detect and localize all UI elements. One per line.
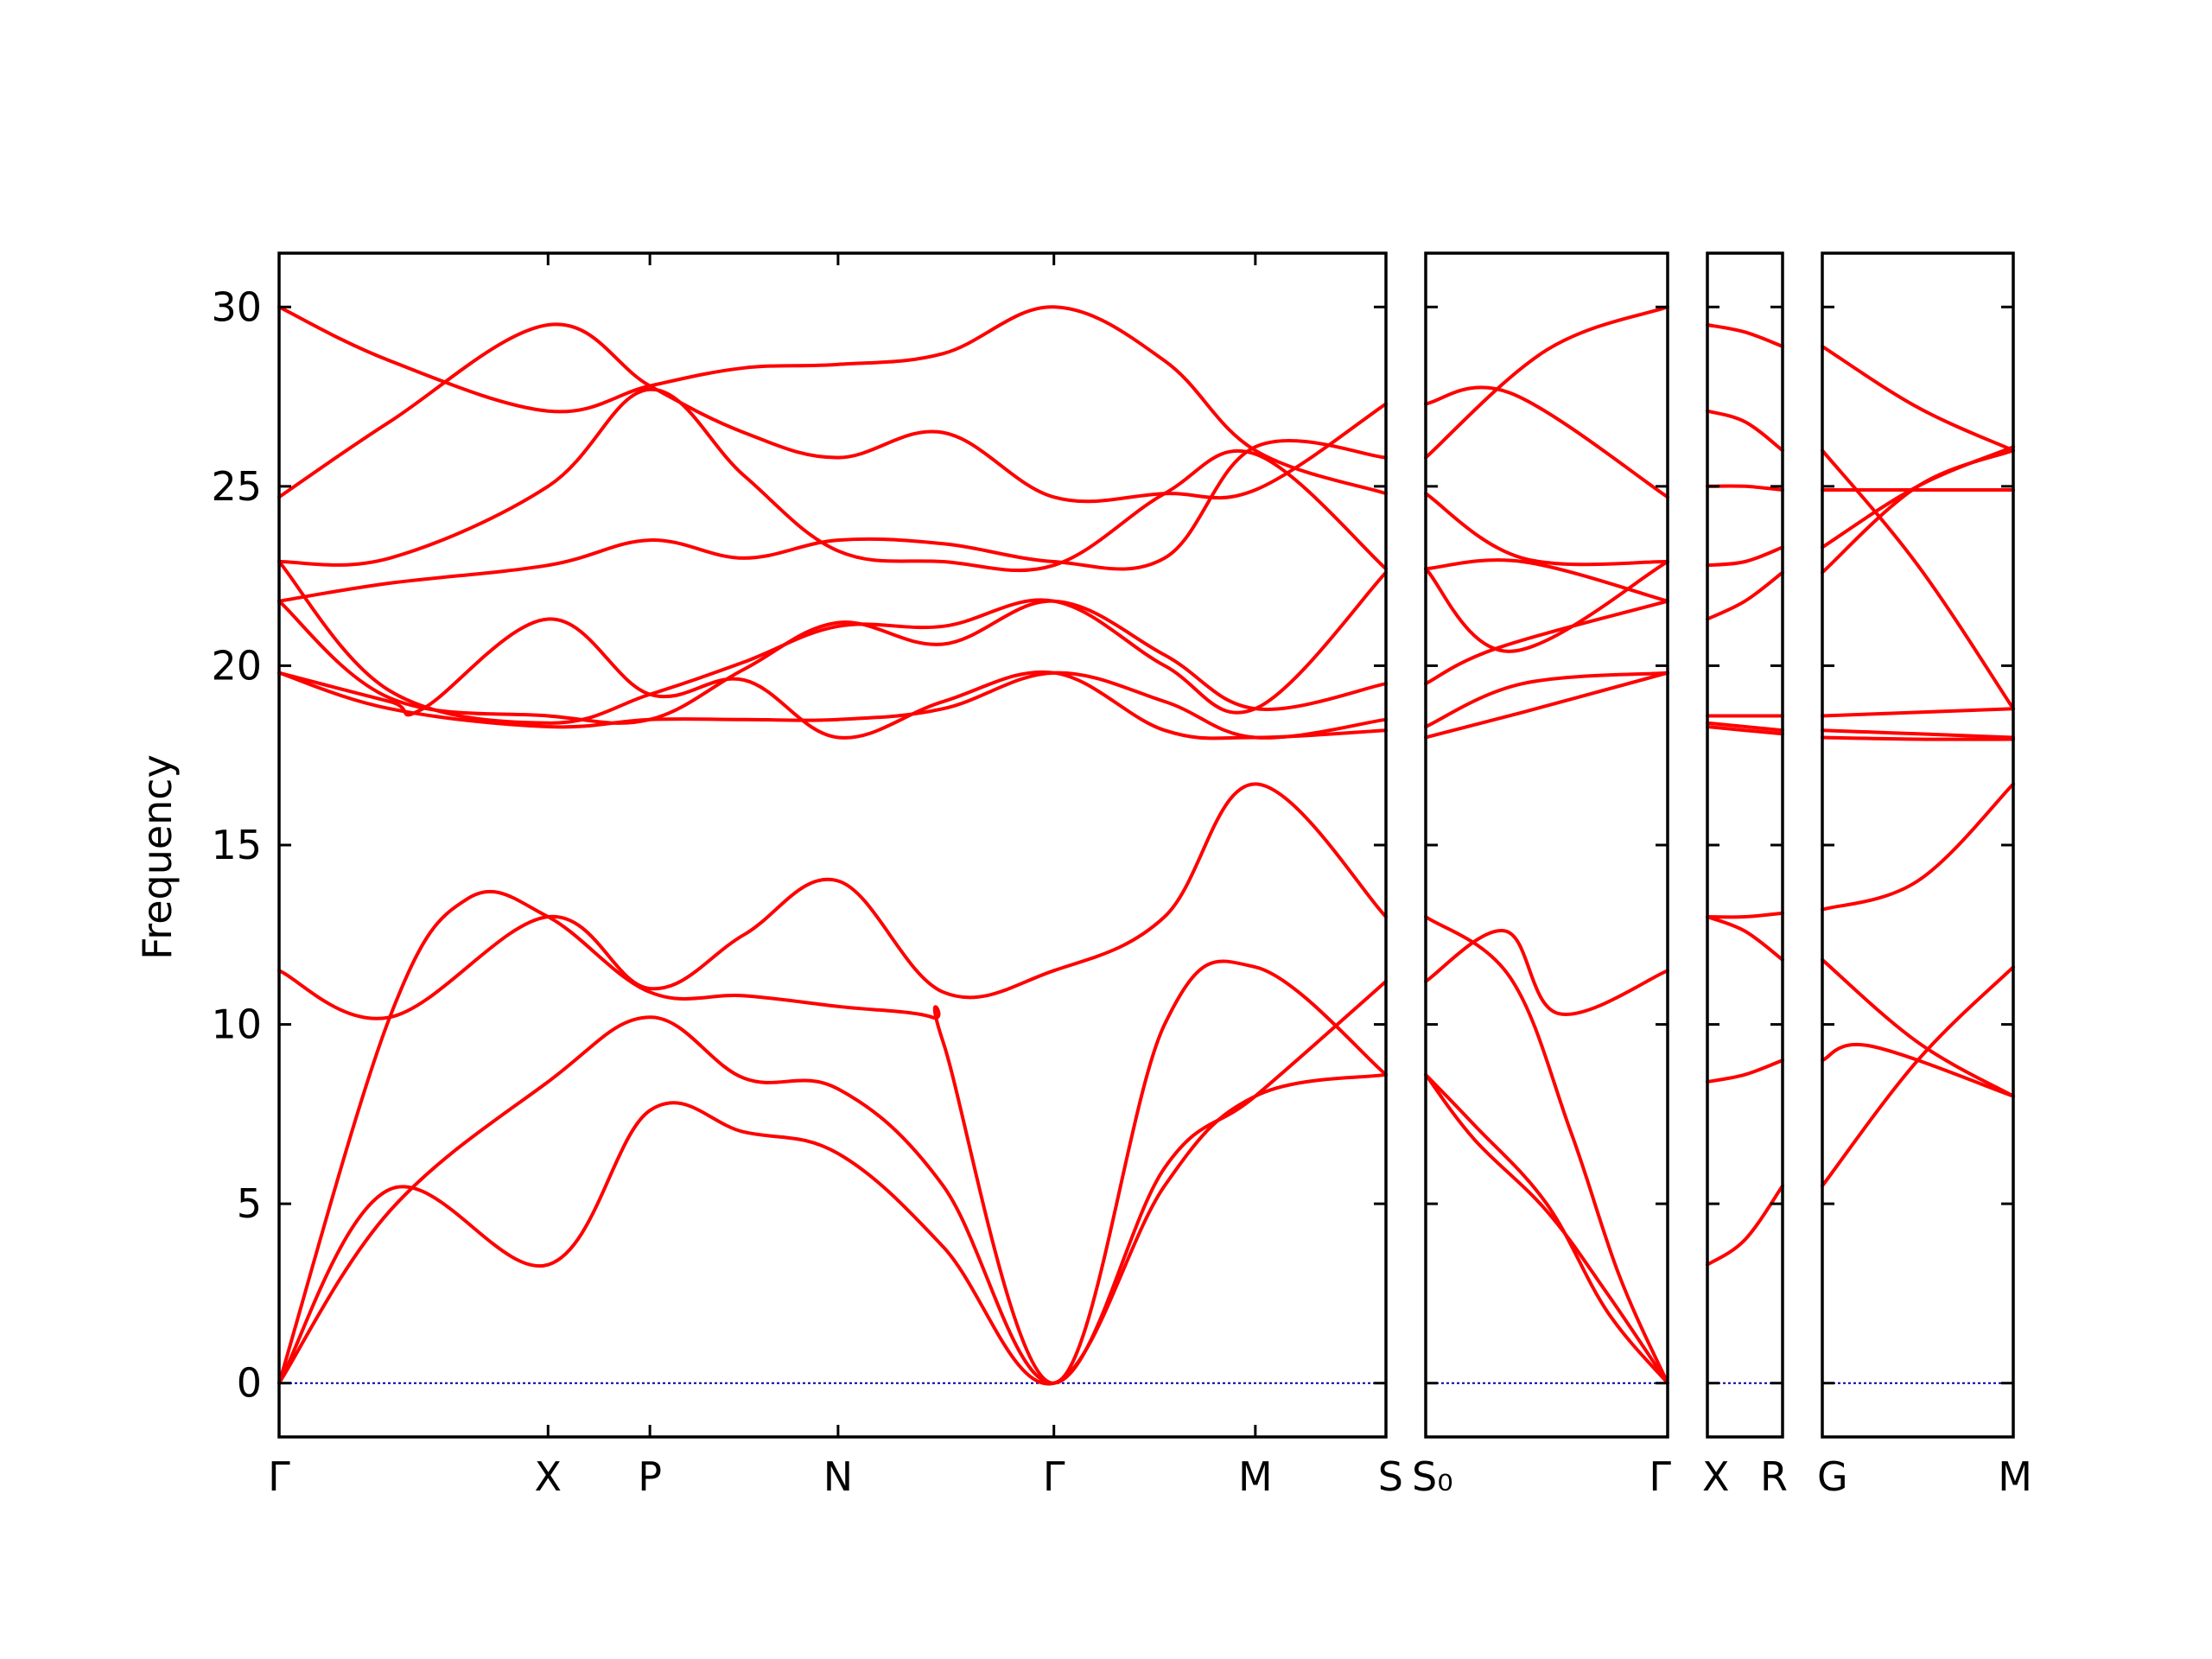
band-line: [1821, 707, 2015, 718]
band-line: [1706, 323, 1784, 348]
band-line: [1706, 409, 1784, 453]
band-line: [1821, 344, 2015, 453]
x-tick-label: P: [638, 1453, 662, 1500]
x-tick-label: Γ: [268, 1453, 290, 1500]
band-line: [1821, 728, 2015, 740]
band-line: [277, 305, 1388, 496]
x-tick-label: Γ: [1043, 1453, 1065, 1500]
panel-frame: [1706, 251, 1784, 1439]
y-axis-label: Frequency: [134, 754, 181, 960]
band-line: [1706, 725, 1784, 736]
band-line: [1821, 735, 2015, 741]
band-line: [1821, 448, 2015, 711]
band-line: [1706, 1058, 1784, 1084]
panel-frame: [1821, 251, 2015, 1439]
band-line: [1424, 558, 1669, 603]
x-tick-label: R: [1760, 1453, 1788, 1500]
y-axis: 0 5 10 15 20 25 30: [211, 283, 262, 1406]
band-line: [1424, 1072, 1669, 1385]
y-tick-label: 30: [211, 283, 262, 330]
x-tick-label: Γ: [1649, 1453, 1671, 1500]
y-tick-label: 10: [211, 1001, 262, 1048]
band-line: [1821, 448, 2015, 575]
band-line: [277, 889, 1388, 1385]
band-line: [1424, 929, 1669, 1017]
x-tick-label: X: [1702, 1453, 1730, 1500]
band-line: [277, 1072, 1388, 1386]
band-line: [1821, 1042, 2015, 1098]
band-line: [1706, 915, 1784, 962]
band-line: [1706, 570, 1784, 621]
band-line: [1424, 492, 1669, 567]
band-line: [277, 439, 1388, 603]
band-line: [277, 979, 1388, 1385]
band-line: [1706, 721, 1784, 733]
y-tick-label: 15: [211, 822, 262, 868]
y-tick-label: 5: [237, 1180, 262, 1227]
panel-2: S₀ Γ: [1412, 251, 1671, 1500]
panel-frame: [1424, 251, 1669, 1439]
x-tick-label: S₀: [1412, 1453, 1453, 1500]
band-line: [277, 671, 1388, 740]
band-line: [1424, 671, 1669, 740]
band-line: [1424, 671, 1669, 728]
band-line: [1424, 560, 1669, 653]
y-tick-label: 0: [237, 1360, 262, 1407]
band-line: [1821, 965, 2015, 1188]
band-line: [277, 387, 1388, 573]
x-tick-label: G: [1817, 1453, 1848, 1500]
band-line: [1821, 782, 2015, 912]
band-line: [277, 322, 1388, 504]
band-line: [277, 782, 1388, 1020]
band-line: [277, 560, 1388, 725]
band-line: [1706, 1184, 1784, 1267]
panels: Γ X P N Γ M S S₀ Γ X R G M: [268, 251, 2032, 1500]
x-tick-label: N: [823, 1453, 853, 1500]
band-line: [1821, 957, 2015, 1098]
x-tick-label: S: [1378, 1453, 1403, 1500]
band-line: [1424, 599, 1669, 686]
y-tick-label: 20: [211, 642, 262, 689]
band-line: [277, 599, 1388, 725]
band-line: [1424, 1072, 1669, 1385]
x-tick-label: M: [1998, 1453, 2032, 1500]
band-line: [1706, 545, 1784, 568]
x-tick-label: M: [1238, 1453, 1273, 1500]
band-line: [1424, 915, 1669, 1385]
panel-frame: [277, 251, 1388, 1439]
band-line: [1424, 305, 1669, 460]
y-tick-label: 25: [211, 463, 262, 510]
x-tick-label: X: [535, 1453, 563, 1500]
band-line: [1706, 911, 1784, 919]
band-line: [1821, 445, 2015, 550]
band-line: [1424, 385, 1669, 499]
